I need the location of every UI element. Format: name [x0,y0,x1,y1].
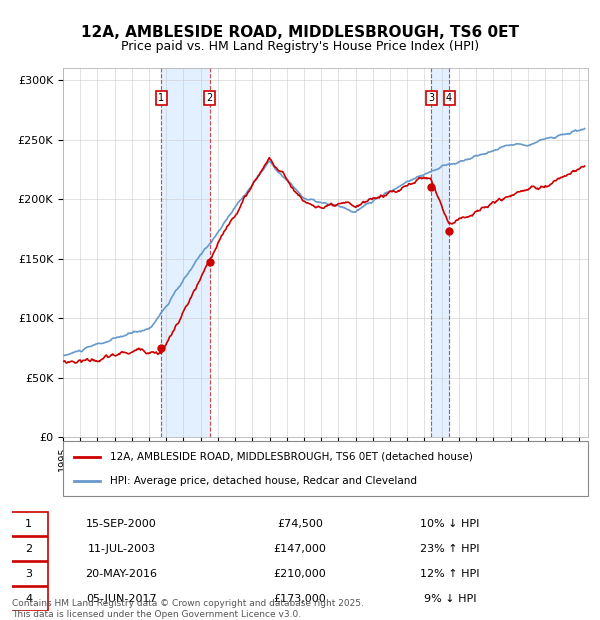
Bar [431,68,449,437]
FancyBboxPatch shape [9,587,48,611]
Text: 11-JUL-2003: 11-JUL-2003 [88,544,155,554]
Text: £210,000: £210,000 [274,569,326,579]
Text: Price paid vs. HM Land Registry's House Price Index (HPI): Price paid vs. HM Land Registry's House … [121,40,479,53]
Text: £173,000: £173,000 [274,594,326,604]
Text: 1: 1 [158,93,164,103]
Text: 12A, AMBLESIDE ROAD, MIDDLESBROUGH, TS6 0ET: 12A, AMBLESIDE ROAD, MIDDLESBROUGH, TS6 … [81,25,519,40]
Text: £74,500: £74,500 [277,519,323,529]
Text: 23% ↑ HPI: 23% ↑ HPI [420,544,479,554]
Text: £147,000: £147,000 [274,544,326,554]
Bar [161,68,210,437]
Text: Contains HM Land Registry data © Crown copyright and database right 2025.
This d: Contains HM Land Registry data © Crown c… [12,600,364,619]
Text: 4: 4 [446,93,452,103]
Text: 2: 2 [207,93,213,103]
Text: 4: 4 [25,594,32,604]
Text: 20-MAY-2016: 20-MAY-2016 [85,569,157,579]
Text: 05-JUN-2017: 05-JUN-2017 [86,594,157,604]
Text: 12% ↑ HPI: 12% ↑ HPI [420,569,479,579]
FancyBboxPatch shape [9,512,48,536]
Text: 2: 2 [25,544,32,554]
Text: 15-SEP-2000: 15-SEP-2000 [86,519,157,529]
Text: 10% ↓ HPI: 10% ↓ HPI [420,519,479,529]
Text: 9% ↓ HPI: 9% ↓ HPI [424,594,476,604]
Text: 1: 1 [25,519,32,529]
Text: 3: 3 [428,93,434,103]
Text: 3: 3 [25,569,32,579]
FancyBboxPatch shape [9,562,48,586]
Text: HPI: Average price, detached house, Redcar and Cleveland: HPI: Average price, detached house, Redc… [110,476,417,485]
FancyBboxPatch shape [9,537,48,560]
FancyBboxPatch shape [63,441,588,496]
Text: 12A, AMBLESIDE ROAD, MIDDLESBROUGH, TS6 0ET (detached house): 12A, AMBLESIDE ROAD, MIDDLESBROUGH, TS6 … [110,452,473,462]
